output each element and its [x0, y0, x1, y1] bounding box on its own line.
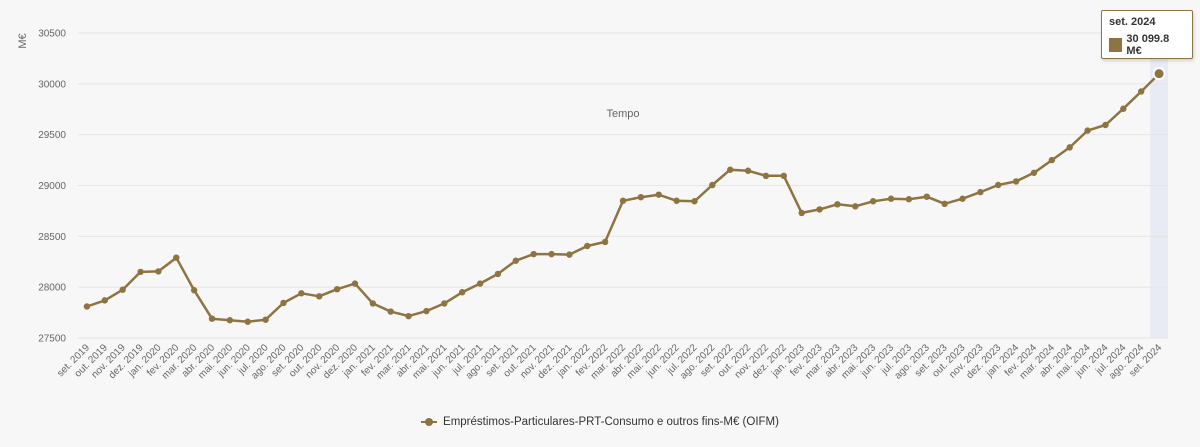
y-tick-label: 30500 — [38, 29, 66, 40]
tooltip-title: set. 2024 — [1109, 16, 1156, 28]
data-point[interactable] — [512, 257, 519, 264]
data-point[interactable] — [816, 206, 823, 213]
data-point[interactable] — [977, 188, 984, 196]
data-point[interactable] — [1102, 121, 1109, 129]
legend-marker-icon — [421, 418, 438, 426]
data-point[interactable] — [584, 242, 591, 250]
x-axis-title: Tempo — [606, 108, 639, 120]
data-point[interactable] — [905, 196, 913, 203]
data-point[interactable] — [155, 268, 162, 275]
y-tick-label: 28000 — [38, 283, 66, 294]
data-point[interactable] — [333, 286, 341, 293]
data-point[interactable] — [1012, 178, 1020, 185]
y-tick-label: 30000 — [38, 79, 66, 90]
hover-highlight-band — [1150, 23, 1168, 338]
data-point[interactable] — [601, 238, 609, 246]
data-point[interactable] — [1120, 105, 1127, 112]
data-point[interactable] — [995, 181, 1002, 189]
data-point[interactable] — [637, 193, 645, 201]
data-point[interactable] — [727, 166, 734, 173]
data-point[interactable] — [887, 195, 895, 202]
data-point[interactable] — [923, 193, 930, 200]
data-point[interactable] — [458, 289, 466, 296]
data-point[interactable] — [298, 290, 305, 297]
y-tick-label: 28500 — [38, 232, 66, 243]
data-point[interactable] — [208, 315, 216, 322]
data-point[interactable] — [190, 287, 198, 294]
data-point[interactable] — [673, 197, 680, 204]
data-point[interactable] — [173, 254, 180, 261]
data-point[interactable] — [619, 197, 627, 204]
data-point[interactable] — [226, 317, 234, 324]
data-point[interactable] — [1137, 88, 1145, 95]
data-point[interactable] — [369, 300, 377, 307]
data-point[interactable] — [1048, 156, 1056, 164]
data-point[interactable] — [387, 308, 394, 315]
data-point[interactable] — [405, 312, 412, 320]
data-point[interactable] — [494, 270, 502, 278]
data-point[interactable] — [959, 195, 966, 202]
legend-label: Empréstimos-Particulares-PRT-Consumo e o… — [443, 416, 779, 428]
y-tick-label: 29000 — [38, 181, 66, 192]
data-point[interactable] — [137, 268, 144, 276]
data-point[interactable] — [941, 200, 948, 207]
data-point[interactable] — [1066, 144, 1073, 151]
data-point-highlighted[interactable] — [1152, 67, 1166, 81]
data-point[interactable] — [762, 172, 770, 180]
data-point[interactable] — [548, 250, 555, 258]
data-point[interactable] — [476, 280, 484, 287]
data-point[interactable] — [316, 293, 323, 300]
data-point[interactable] — [798, 209, 805, 217]
data-point[interactable] — [441, 300, 448, 307]
data-point[interactable] — [351, 280, 359, 287]
data-point[interactable] — [834, 201, 841, 208]
data-point[interactable] — [691, 198, 698, 205]
data-point[interactable] — [566, 251, 573, 258]
data-point[interactable] — [262, 316, 269, 323]
tooltip-swatch — [1109, 38, 1123, 52]
data-point[interactable] — [244, 318, 251, 325]
data-point[interactable] — [744, 167, 752, 174]
y-axis-title: M€ — [17, 33, 29, 48]
data-point[interactable] — [83, 303, 91, 310]
chart-legend: Empréstimos-Particulares-PRT-Consumo e o… — [0, 416, 1200, 429]
data-point[interactable] — [869, 198, 877, 205]
y-tick-label: 29500 — [38, 130, 66, 141]
data-point[interactable] — [852, 203, 859, 210]
data-point[interactable] — [655, 191, 662, 198]
legend-item[interactable]: Empréstimos-Particulares-PRT-Consumo e o… — [421, 416, 779, 428]
data-point[interactable] — [530, 250, 537, 258]
data-point[interactable] — [101, 297, 109, 304]
data-point[interactable] — [780, 172, 788, 180]
data-tooltip: set. 2024 30 099.8 M€ — [1101, 10, 1193, 59]
data-point[interactable] — [280, 299, 287, 307]
data-point[interactable] — [709, 181, 716, 189]
y-tick-label: 27500 — [38, 334, 66, 345]
data-point[interactable] — [1084, 127, 1091, 134]
data-point[interactable] — [423, 307, 430, 315]
data-point[interactable] — [119, 286, 126, 293]
data-point[interactable] — [1030, 169, 1038, 176]
tooltip-value: 30 099.8 M€ — [1126, 33, 1170, 57]
